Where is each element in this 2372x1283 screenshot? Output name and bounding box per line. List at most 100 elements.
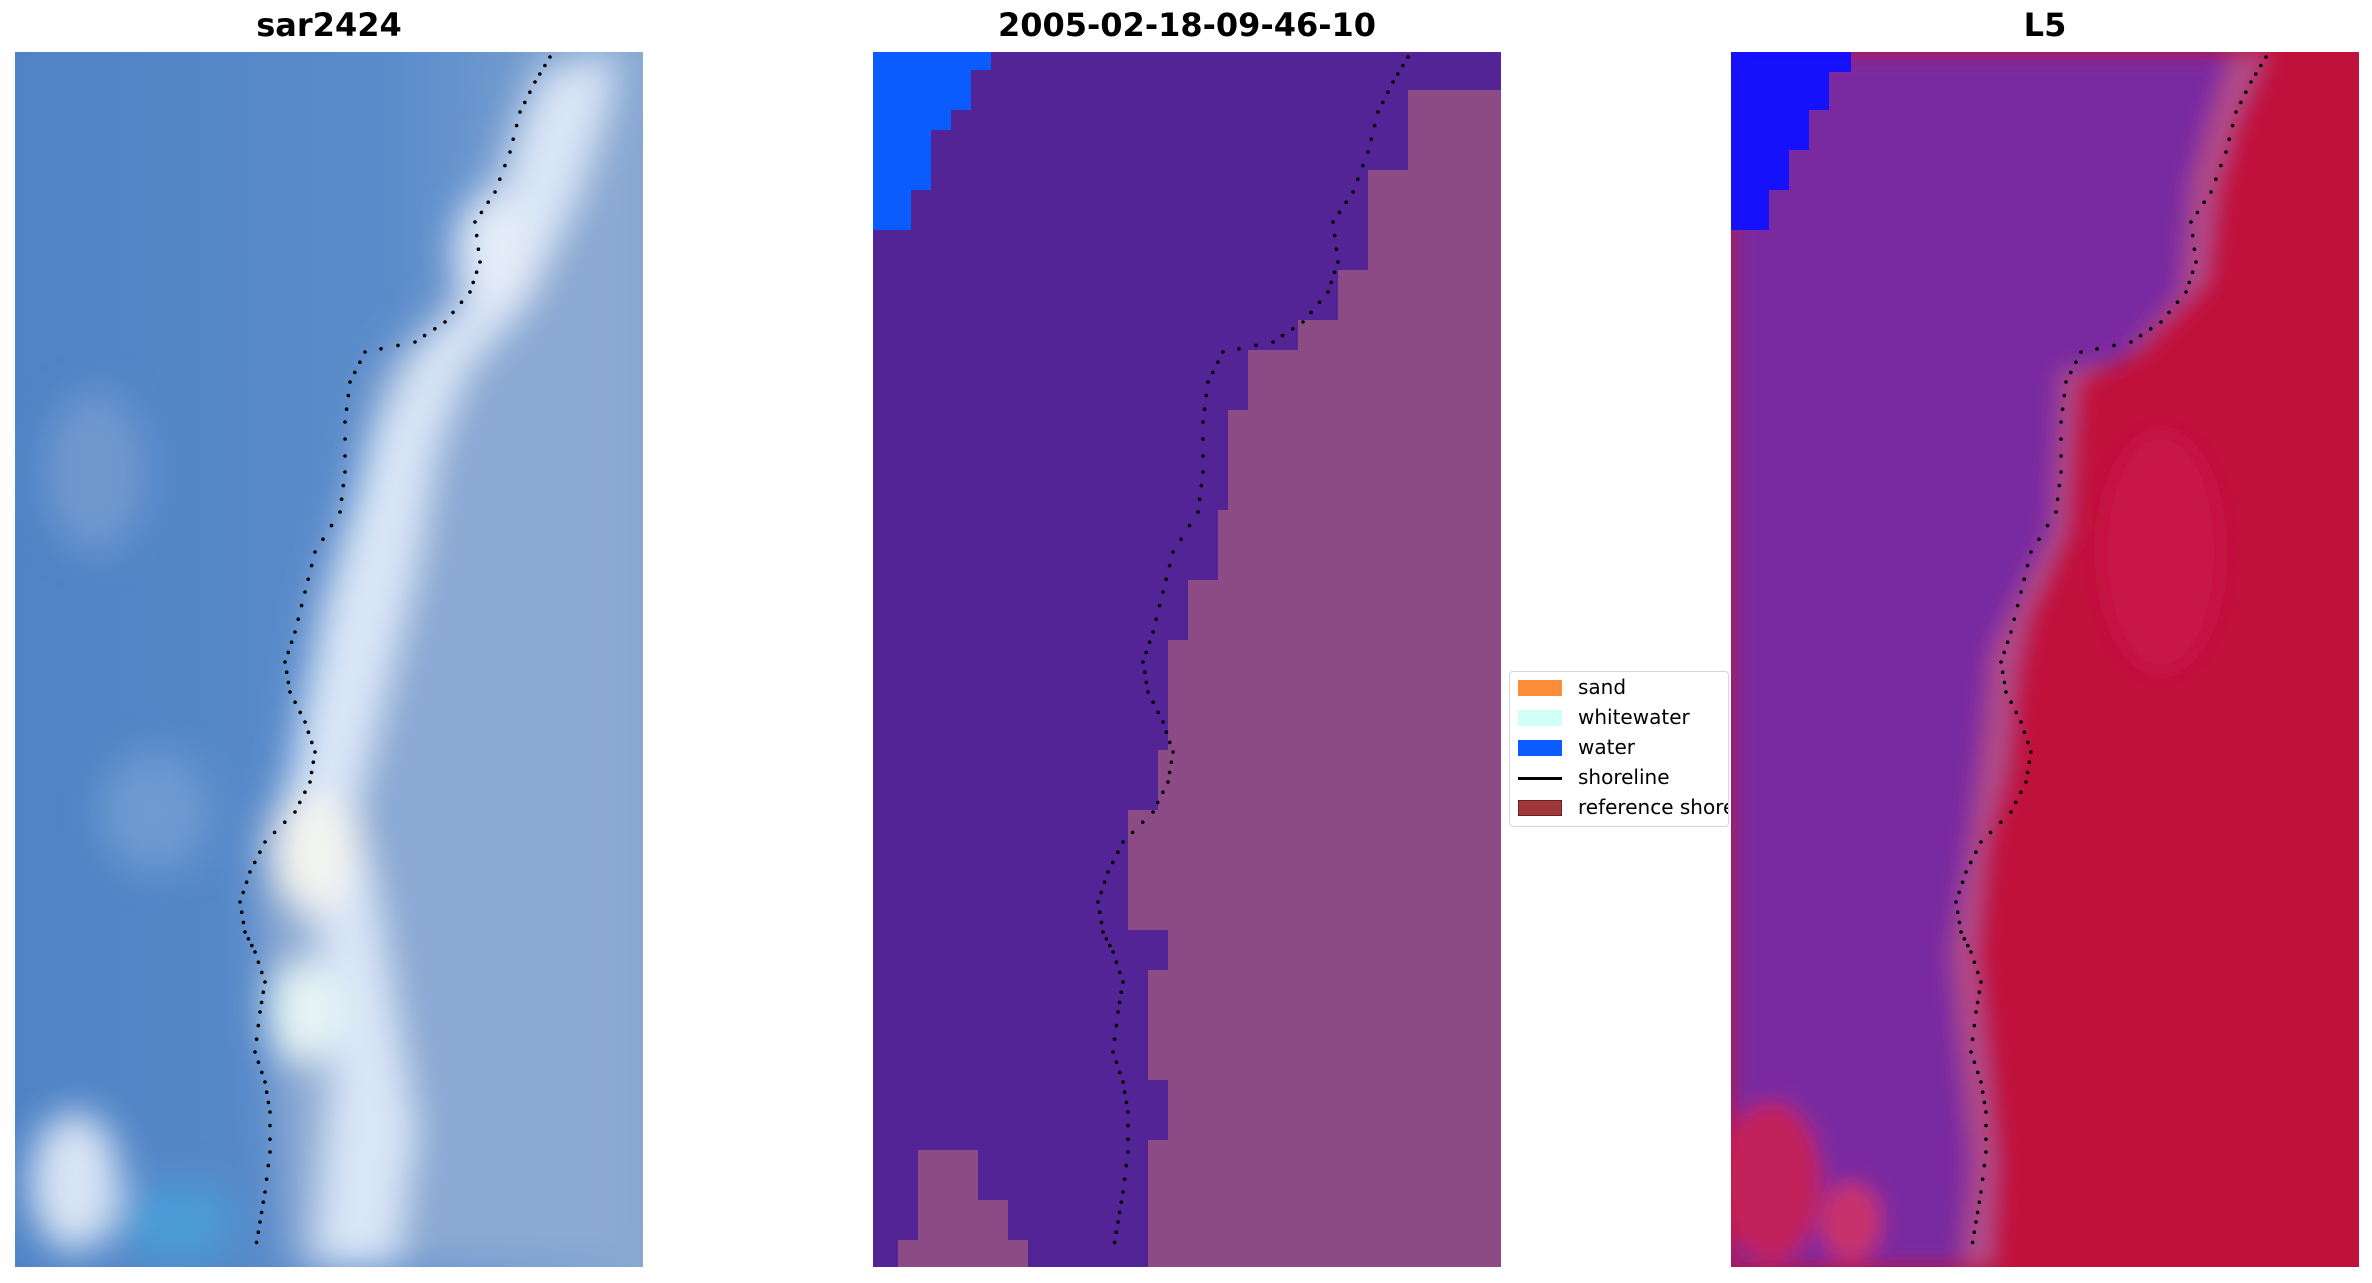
shoreline-dot (289, 640, 294, 644)
shoreline-dot (2009, 810, 2013, 814)
shoreline-dot (339, 497, 344, 502)
shoreline-dot (263, 980, 267, 984)
shoreline-dot (253, 860, 257, 865)
shoreline-dot (303, 720, 307, 724)
shoreline-dot (296, 617, 301, 621)
shoreline-dot (1196, 510, 1200, 514)
shoreline-dot (2025, 563, 2030, 568)
shoreline-dot (459, 300, 464, 304)
shoreline-dot (1988, 830, 1993, 835)
shoreline-dots (1096, 55, 1410, 1245)
shoreline-dot (1329, 280, 1333, 285)
shoreline-dot (268, 1123, 272, 1128)
shoreline-dot (1206, 380, 1210, 384)
shoreline-dot (443, 320, 447, 324)
shoreline-dot (518, 110, 522, 114)
shoreline-dot (253, 950, 257, 954)
shoreline-dot (1151, 700, 1155, 704)
shoreline-dot (1121, 840, 1125, 844)
shoreline-dot (514, 123, 519, 128)
shoreline-dot (2138, 333, 2143, 338)
shoreline-dot (2019, 790, 2023, 794)
shoreline-dot (1964, 870, 1968, 874)
shoreline-dot (250, 943, 254, 948)
shoreline-dot (2190, 270, 2195, 274)
shoreline-dot (451, 310, 455, 315)
shoreline-dot (254, 1037, 259, 1041)
shoreline-dot (1351, 190, 1355, 194)
shoreline-dots (1954, 55, 2268, 1245)
shoreline-dot (1976, 1070, 1980, 1075)
shoreline-dot (1187, 523, 1192, 528)
shoreline-dot (1124, 1100, 1129, 1105)
shoreline-dot (2022, 730, 2027, 734)
shoreline-dot (248, 870, 252, 874)
shoreline-dot (1999, 820, 2003, 824)
legend-item-sand: sand (1510, 672, 1728, 702)
shoreline-dot (1169, 760, 1174, 764)
shoreline-dot (1126, 1150, 1130, 1154)
shoreline-dot (266, 1163, 271, 1168)
shoreline-dot (1381, 100, 1385, 105)
legend-label-whitewater: whitewater (1578, 705, 1690, 729)
shoreline-dot (1356, 177, 1360, 181)
shoreline-dot (1119, 990, 1124, 994)
shoreline-dot (1372, 123, 1377, 128)
shoreline-dot (1334, 247, 1339, 251)
shoreline-dot (1121, 1080, 1125, 1084)
shoreline-dot (1117, 1000, 1122, 1005)
shoreline-dot (309, 770, 314, 775)
shoreline-dot (1366, 150, 1370, 154)
shoreline-dot (474, 233, 479, 238)
shoreline-dot (2029, 550, 2033, 554)
shoreline-dot (358, 360, 362, 365)
shoreline-dot (1106, 870, 1110, 874)
shoreline-dot (2074, 360, 2078, 365)
shoreline-dot (2022, 577, 2026, 581)
shoreline-dot (1119, 1200, 1124, 1204)
shoreline-dot (2059, 470, 2063, 474)
shoreline-dot (1962, 937, 1967, 941)
shoreline-dot (1980, 1177, 1985, 1181)
shoreline-dot (2059, 437, 2063, 441)
shoreline-dot (1984, 1150, 1988, 1154)
shoreline-dot (2014, 710, 2018, 715)
shoreline-dot (1960, 880, 1965, 884)
shoreline-dot (1166, 780, 1170, 784)
panel-title-classified: 2005-02-18-09-46-10 (997, 6, 1377, 44)
shoreline-dot (1980, 1090, 1985, 1094)
shoreline-dot (2027, 760, 2032, 764)
shoreline-dot (2026, 740, 2030, 745)
shoreline-dot (2159, 320, 2163, 324)
shoreline-dot (1201, 437, 1205, 441)
shoreline-dot (1974, 1220, 1978, 1224)
shoreline-dot (2059, 420, 2063, 424)
index-image (1731, 52, 2359, 1267)
shoreline-dot (260, 1070, 264, 1075)
shoreline-dot (1957, 890, 1961, 895)
shoreline-dot (1121, 1190, 1125, 1194)
shoreline-dot (396, 343, 400, 348)
shoreline-dot (261, 990, 266, 994)
shoreline-dot (263, 840, 267, 844)
shoreline-dot (243, 930, 247, 934)
shoreline-dot (303, 790, 307, 794)
shoreline-dot (1216, 360, 1220, 365)
shoreline-dot (283, 820, 287, 824)
shoreline-dot (1974, 1010, 1978, 1014)
shoreline-dot (261, 1200, 266, 1204)
shoreline-dot (256, 1023, 261, 1028)
shoreline-dot (298, 710, 303, 715)
shoreline-dot (341, 483, 346, 488)
shoreline-dot (478, 260, 482, 264)
shoreline-dot (479, 210, 484, 215)
legend-swatch-water (1518, 740, 1562, 756)
shoreline-dot (2069, 370, 2073, 375)
shoreline-dot (2112, 343, 2116, 348)
shoreline-dot (1118, 970, 1122, 975)
shoreline-dot (1237, 347, 1241, 351)
shoreline-dot (264, 1177, 269, 1181)
shoreline-dot (1097, 910, 1102, 914)
shoreline-dots (238, 55, 552, 1245)
shoreline-dot (1164, 577, 1168, 581)
